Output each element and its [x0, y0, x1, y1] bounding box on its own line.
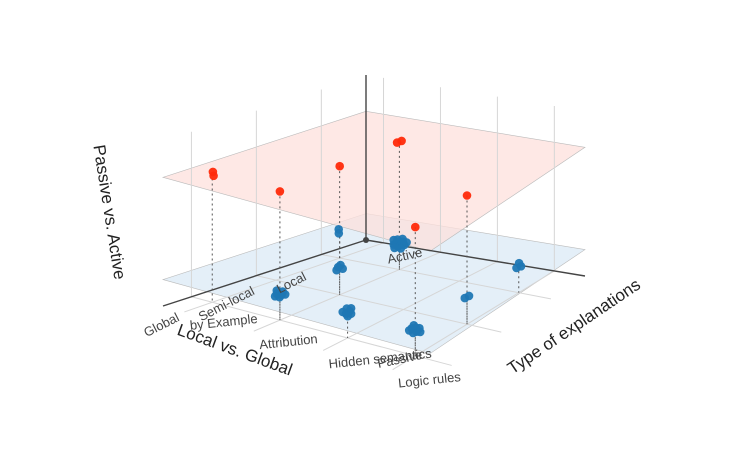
- grid-lines: [184, 77, 555, 371]
- axis-origin: [363, 237, 369, 243]
- y-tick-label: Logic rules: [397, 369, 462, 391]
- data-point: [335, 161, 345, 171]
- data-point: [280, 290, 290, 299]
- data-point: [404, 326, 414, 335]
- z-tick-label: Active: [386, 245, 424, 267]
- y-tick-label: Attribution: [259, 331, 319, 352]
- grid-floor-x: [256, 275, 502, 333]
- grid-floor-y: [392, 270, 555, 371]
- data-point: [209, 171, 218, 181]
- z-axis-label: Passive vs. Active: [89, 143, 129, 280]
- data-point: [346, 304, 356, 313]
- plane-active: [161, 110, 586, 252]
- grid-floor-y: [253, 251, 441, 332]
- data-points: [208, 136, 526, 338]
- data-point: [270, 292, 280, 301]
- grid-floor-x: [191, 296, 452, 366]
- grid-floor-y: [184, 242, 384, 313]
- grid-floor-y: [322, 261, 498, 351]
- data-point: [336, 260, 345, 270]
- axis-line-x: [162, 239, 367, 307]
- data-point: [392, 138, 402, 147]
- y-tick-label: by Example: [189, 311, 258, 333]
- data-point: [334, 225, 344, 234]
- data-point: [402, 238, 411, 247]
- data-point: [343, 311, 353, 321]
- data-point: [396, 244, 406, 253]
- level-planes: [161, 110, 586, 354]
- data-point: [411, 222, 420, 232]
- drop-lines: [211, 140, 520, 356]
- data-point: [275, 187, 285, 196]
- data-point: [514, 258, 524, 268]
- plane-passive: [161, 213, 586, 354]
- data-point: [390, 243, 399, 253]
- data-point: [389, 235, 399, 245]
- data-point: [415, 327, 425, 337]
- y-axis-label: Type of explanations: [504, 275, 644, 378]
- data-point: [464, 291, 474, 301]
- grid-floor-x: [321, 254, 551, 300]
- data-point: [462, 191, 472, 200]
